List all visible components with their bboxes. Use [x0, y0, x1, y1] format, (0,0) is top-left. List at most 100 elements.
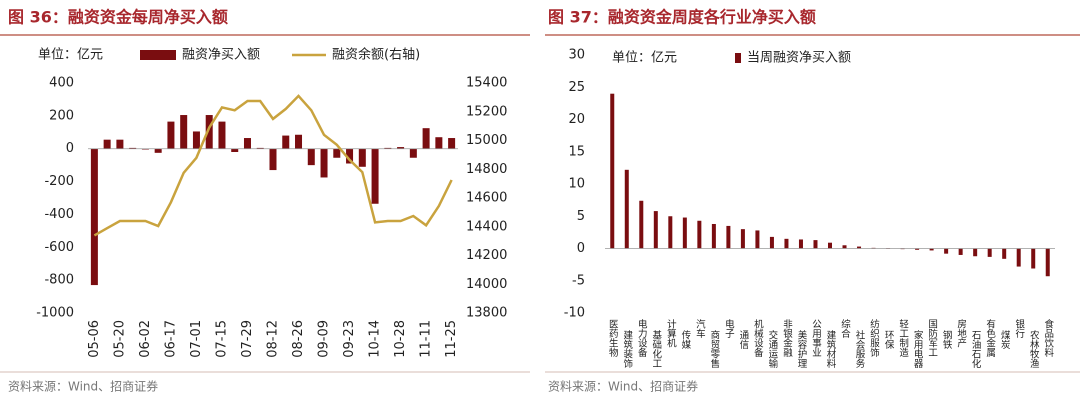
bar [333, 148, 341, 158]
bar [813, 240, 818, 249]
bar [269, 148, 277, 171]
x-tick-label: 06-17 [163, 320, 178, 358]
bar [842, 245, 847, 249]
bar [639, 200, 644, 249]
x-tick-label: 05-20 [112, 320, 127, 358]
bar [435, 137, 443, 149]
bar [358, 148, 366, 167]
x-tick-label: 09-23 [342, 320, 357, 358]
x-tick-label: 家用电器 [912, 329, 924, 368]
x-tick-label: 钢铁 [941, 329, 953, 350]
bar [697, 220, 702, 249]
legend-label: 融资净买入额 [182, 48, 260, 63]
x-tick-label: 11-11 [419, 320, 434, 358]
bar [653, 211, 658, 249]
bar [798, 239, 803, 249]
bar [857, 246, 862, 249]
y2-tick-label: 14600 [466, 191, 507, 206]
y2-tick-label: 15200 [466, 104, 507, 119]
chart-title: 图 36：融资资金每周净买入额 [8, 8, 228, 27]
bar [726, 225, 731, 249]
y-tick-label: 30 [568, 48, 585, 63]
bar [167, 121, 175, 149]
bar [987, 248, 992, 257]
x-tick-label: 建筑材料 [825, 329, 837, 369]
bar [422, 128, 430, 149]
bar [944, 248, 949, 254]
bar [784, 238, 789, 249]
y-tick-label: 5 [577, 209, 585, 224]
x-tick-label: 07-01 [189, 320, 204, 358]
x-tick-label: 08-12 [266, 320, 281, 358]
bar [915, 248, 920, 250]
bar [740, 229, 745, 249]
legend-swatch [735, 53, 741, 63]
x-tick-label: 煤炭 [999, 329, 1011, 350]
bar [90, 148, 98, 286]
bar [307, 148, 315, 166]
source: 资料来源：Wind、招商证券 [8, 379, 158, 394]
bar [397, 147, 405, 149]
y2-tick-label: 14400 [466, 219, 507, 234]
bar [256, 147, 264, 149]
bar [769, 236, 774, 249]
bar [1045, 248, 1050, 277]
x-tick-label: 社会服务 [854, 329, 866, 369]
x-tick-label: 通信 [737, 330, 749, 350]
y-tick-label: -200 [44, 174, 74, 189]
x-tick-label: 综合 [839, 318, 851, 339]
bar [755, 230, 760, 249]
x-tick-label: 建筑装饰 [621, 329, 633, 369]
y-tick-label: 25 [568, 80, 585, 95]
bar [929, 248, 934, 251]
x-tick-label: 电子 [723, 318, 735, 338]
bar [371, 148, 379, 204]
y-tick-label: -400 [44, 207, 74, 222]
bar [384, 147, 392, 149]
y-tick-label: -600 [44, 240, 74, 255]
bar [129, 147, 137, 149]
x-tick-label: 10-14 [368, 320, 383, 358]
x-tick-label: 环保 [883, 330, 895, 350]
x-tick-label: 05-06 [87, 320, 102, 358]
bar [610, 93, 615, 249]
bar [180, 115, 188, 149]
bar [231, 148, 239, 152]
bar [448, 138, 456, 149]
x-tick-label: 银行 [1013, 318, 1025, 339]
y-tick-label: 0 [577, 241, 585, 256]
y2-tick-label: 14200 [466, 248, 507, 263]
bar [1002, 248, 1007, 259]
x-tick-label: 11-25 [444, 320, 459, 358]
x-tick-label: 房地产 [955, 318, 967, 348]
x-tick-label: 07-15 [214, 320, 229, 358]
x-tick-label: 汽车 [694, 318, 706, 339]
y2-tick-label: 14800 [466, 162, 507, 177]
bar [282, 135, 290, 149]
bar [218, 121, 226, 149]
bar [320, 148, 328, 178]
x-tick-label: 国防军工 [926, 319, 938, 357]
bar [973, 248, 978, 257]
bar [711, 223, 716, 249]
y-tick-label: -800 [44, 273, 74, 288]
x-tick-label: 09-09 [317, 320, 332, 358]
y2-tick-label: 14000 [466, 277, 507, 292]
y-tick-label: -5 [572, 273, 585, 288]
y-tick-label: 400 [49, 76, 74, 91]
x-tick-label: 08-26 [291, 320, 306, 358]
y-tick-label: -10 [564, 306, 585, 321]
annotation: 单位：亿元 [612, 51, 677, 66]
x-tick-label: 机械设备 [752, 318, 764, 358]
y-tick-label: 20 [568, 112, 585, 127]
x-tick-label: 电力设备 [636, 318, 648, 358]
y-tick-label: 0 [66, 141, 74, 156]
bar [295, 134, 303, 149]
x-tick-label: 纺织服饰 [868, 318, 880, 358]
y-tick-label: 200 [49, 108, 74, 123]
legend-label: 当周融资净买入额 [747, 51, 851, 66]
bar [668, 216, 673, 249]
x-tick-label: 美容护理 [795, 329, 807, 368]
bar [624, 169, 629, 249]
bar [682, 217, 687, 249]
